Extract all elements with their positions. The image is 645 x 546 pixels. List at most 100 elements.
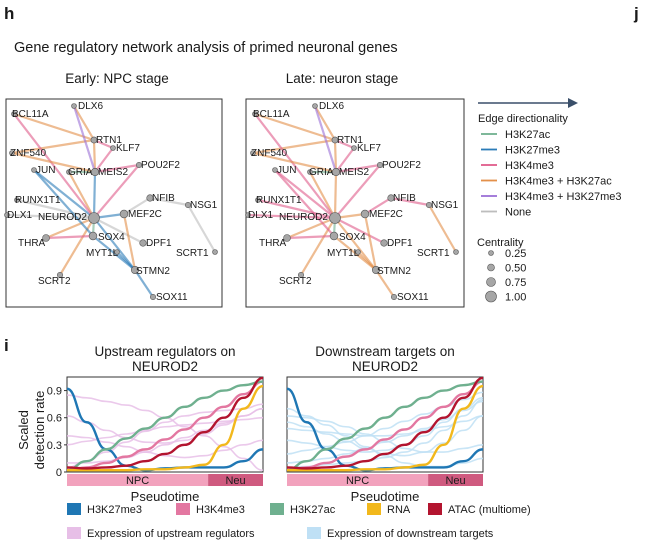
early-label-thra: THRA bbox=[18, 238, 46, 249]
late-edge-znf540-meis2 bbox=[252, 151, 337, 174]
early-edge-dlx6-rtn1 bbox=[73, 105, 95, 141]
early-edge-pou2f2-neurod2 bbox=[93, 164, 140, 219]
centrality-label-0-75: 0.75 bbox=[505, 277, 526, 289]
early-node-stmn2 bbox=[131, 265, 140, 274]
centrality-label-1-00: 1.00 bbox=[505, 292, 526, 304]
early-label-stmn2: STMN2 bbox=[136, 266, 170, 277]
late-label-thra: THRA bbox=[259, 238, 287, 249]
late-edge-bcl11a-neurod2 bbox=[254, 113, 336, 219]
early-edge-neurod2-stmn2 bbox=[93, 217, 136, 271]
late-label-nfib: NFIB bbox=[393, 193, 416, 204]
early-edge-gria2-neurod2 bbox=[68, 171, 95, 219]
early-label-myt1l: MYT1L bbox=[86, 248, 119, 259]
late-label-runx1t1: RUNX1T1 bbox=[256, 195, 302, 206]
early-node-dlx1 bbox=[4, 212, 10, 218]
early-label-meis2: MEIS2 bbox=[98, 167, 128, 178]
late-node-gria2 bbox=[307, 169, 313, 175]
late-label-dlx1: DLX1 bbox=[248, 210, 273, 221]
late-label-znf540: ZNF540 bbox=[251, 148, 288, 159]
late-edge-mef2c-stmn2 bbox=[363, 213, 378, 271]
early-label-sox11: SOX11 bbox=[156, 292, 188, 303]
ytick-label-0-6: 0.6 bbox=[47, 413, 62, 425]
late-node-scrt2 bbox=[297, 271, 304, 278]
down-series-expression-of-downstream-targets-9 bbox=[286, 400, 484, 464]
late-edge-pou2f2-meis2 bbox=[335, 163, 381, 174]
legend-edge-title: Edge directionality bbox=[478, 113, 568, 125]
early-edge-bcl11a-neurod2 bbox=[13, 113, 95, 219]
early-node-mef2c bbox=[119, 209, 129, 219]
early-label-scrt1: SCRT1 bbox=[176, 248, 209, 259]
line-legend-label-rna: RNA bbox=[387, 504, 411, 516]
early-label-mef2c: MEF2C bbox=[128, 209, 162, 220]
early-edge-nsg1-scrt1 bbox=[187, 204, 216, 253]
early-node-sox4 bbox=[88, 231, 98, 241]
late-label-rtn1: RTN1 bbox=[337, 135, 363, 146]
early-node-znf540 bbox=[9, 150, 15, 156]
down-series-atac-multiome-4 bbox=[286, 376, 484, 470]
line-legend-swatch-h3k27ac bbox=[270, 503, 284, 515]
late-edge-dlx1-neurod2 bbox=[247, 213, 336, 220]
up-series-h3k4me3-1 bbox=[66, 380, 264, 472]
down-series-expression-of-downstream-targets-10 bbox=[286, 415, 484, 437]
up-series-expression-of-upstream-regulators-6 bbox=[66, 403, 264, 469]
late-edge-klf7-meis2 bbox=[335, 147, 355, 173]
early-edge-bcl11a-rtn1 bbox=[13, 112, 95, 142]
up-stage-neu-label: Neu bbox=[225, 475, 245, 487]
late-node-stmn2 bbox=[371, 265, 380, 274]
ytick-label-0-9: 0.9 bbox=[47, 386, 62, 398]
line-legend-label-h3k27ac: H3K27ac bbox=[290, 504, 336, 516]
late-edge-thra-neurod2 bbox=[286, 216, 336, 240]
early-node-pou2f2 bbox=[136, 162, 143, 169]
late-node-meis2 bbox=[331, 168, 340, 177]
late-label-sox4: SOX4 bbox=[339, 232, 366, 243]
network-early-frame bbox=[5, 98, 223, 308]
late-node-runx1t1 bbox=[255, 197, 261, 203]
panel-h-letter: h bbox=[4, 4, 14, 23]
late-edge-bcl11a-rtn1 bbox=[254, 112, 336, 142]
early-node-meis2 bbox=[91, 168, 100, 177]
ytick-label-0-3: 0.3 bbox=[47, 440, 62, 452]
early-label-scrt2: SCRT2 bbox=[38, 276, 71, 287]
down-series-h3k27ac-2 bbox=[286, 380, 484, 472]
early-label-nfib: NFIB bbox=[152, 193, 175, 204]
late-edge-znf540-rtn1 bbox=[252, 138, 336, 155]
panel-j-letter: j bbox=[633, 4, 639, 23]
plot-up-title-1: Upstream regulators on bbox=[94, 344, 235, 359]
centrality-marker-0-25 bbox=[488, 250, 494, 256]
early-node-scrt2 bbox=[56, 271, 63, 278]
late-label-jun: JUN bbox=[277, 165, 296, 176]
late-node-scrt1 bbox=[453, 249, 459, 255]
up-frame bbox=[66, 376, 264, 473]
legend-label-h3k27me3: H3K27me3 bbox=[505, 145, 560, 157]
early-edge-thra-sox4 bbox=[45, 234, 94, 240]
late-label-neurod2: NEUROD2 bbox=[279, 212, 328, 223]
late-edge-dpf1-neurod2 bbox=[334, 217, 385, 244]
line-legend-label-expression-of-upstream-regulators: Expression of upstream regulators bbox=[87, 528, 255, 540]
line-legend-label-h3k27me3: H3K27me3 bbox=[87, 504, 142, 516]
late-label-nsg1: NSG1 bbox=[431, 200, 459, 211]
late-node-znf540 bbox=[250, 150, 256, 156]
late-edge-scrt2-neurod2 bbox=[300, 217, 336, 276]
late-label-klf7: KLF7 bbox=[357, 143, 381, 154]
centrality-marker-0-50 bbox=[487, 263, 495, 272]
panel-i-letter: i bbox=[4, 336, 9, 355]
legend-label-h3k27ac: H3K27ac bbox=[505, 129, 551, 141]
early-node-nfib bbox=[146, 194, 154, 202]
early-node-nsg1 bbox=[185, 202, 192, 209]
early-node-rtn1 bbox=[90, 136, 98, 144]
early-node-dlx6 bbox=[71, 103, 77, 109]
early-label-dlx6: DLX6 bbox=[78, 101, 103, 112]
plot-upstream: 0 0.3 0.6 0.9 NPC Neu bbox=[47, 376, 264, 487]
line-legend-swatch-rna bbox=[367, 503, 381, 515]
late-label-pou2f2: POU2F2 bbox=[382, 160, 421, 171]
early-edge-meis2-neurod2 bbox=[92, 171, 97, 219]
early-label-sox4: SOX4 bbox=[98, 232, 125, 243]
network-legend: Edge directionality H3K27ac H3K27me3 H3K4m… bbox=[477, 98, 621, 304]
legend-centrality-title: Centrality bbox=[477, 237, 524, 249]
late-label-scrt1: SCRT1 bbox=[417, 248, 450, 259]
plot-downstream: NPC Neu bbox=[286, 376, 484, 487]
early-node-sox11 bbox=[150, 293, 157, 300]
legend-label-h3k4me3-h3k27me3: H3K4me3 + H3K27me3 bbox=[505, 191, 621, 203]
